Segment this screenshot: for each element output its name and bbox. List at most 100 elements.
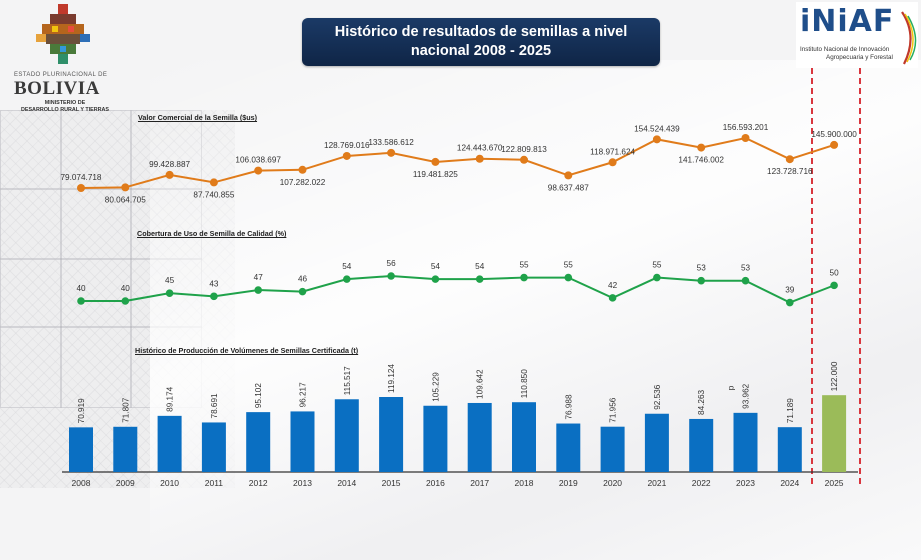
valor-data-label-2010: 99.428.887 [149,160,190,169]
x-tick-label-2017: 2017 [470,478,489,488]
valor-point-2011 [209,178,218,187]
cobertura-point-2020 [608,294,617,302]
valor-data-label-2024: 123.728.716 [767,167,813,176]
bar-data-label-2025: 122.000 [830,361,839,391]
x-tick-label-2010: 2010 [160,478,179,488]
bar-2025 [822,395,847,472]
cobertura-point-2018 [520,273,528,282]
valor-point-2014 [342,151,351,160]
x-tick-label-2008: 2008 [72,478,91,488]
bar-data-label-2009: 71.807 [121,397,130,422]
valor-data-label-2023: 156.593.201 [723,123,769,132]
valor-point-2023 [741,134,750,142]
bar-data-label-2020: 71.956 [609,397,618,422]
cobertura-data-label-2024: 39 [785,286,795,295]
cobertura-data-label-2017: 54 [475,262,485,271]
valor-data-label-2008: 79.074.718 [61,173,102,182]
cobertura-point-2015 [387,272,395,280]
cobertura-point-2010 [165,289,174,297]
cobertura-data-label-2014: 54 [342,262,352,271]
valor-data-label-2020: 118.971.624 [590,147,635,156]
cobertura-data-label-2022: 53 [697,264,707,273]
x-tick-label-2021: 2021 [647,478,666,488]
cobertura-data-label-2025: 50 [830,268,840,277]
valor-data-label-2019: 98.637.487 [548,183,589,192]
cobertura-series-line [81,274,835,304]
valor-point-2015 [387,148,396,157]
bar-2022 [689,418,714,472]
background-swoosh [150,60,921,560]
cobertura-point-2012 [254,286,262,294]
cobertura-point-2023 [741,276,750,285]
valor-point-2018 [520,155,528,164]
bolivia-emblem-icon [36,4,90,64]
bar-data-label-2008: 70.919 [77,398,86,423]
cobertura-point-2025 [830,281,838,290]
x-tick-label-2011: 2011 [205,478,224,488]
cobertura-point-2014 [343,275,351,283]
bar-2019 [556,423,581,472]
cobertura-point-2017 [475,275,484,283]
valor-data-label-2012: 106.038.697 [235,156,281,165]
x-tick-label-2024: 2024 [780,478,799,488]
bolivia-name: BOLIVIA [14,78,100,99]
bar-data-label-2014: 115.517 [343,366,352,395]
x-tick-label-2016: 2016 [426,478,445,488]
bar-2018 [512,402,536,472]
cobertura-data-label-2011: 43 [209,279,219,288]
cobertura-data-label-2018: 55 [519,261,529,270]
valor-data-label-2025: 145.900.000 [811,130,857,139]
bar-data-label-2018: 110.850 [520,369,529,398]
bar-data-label-2011: 78.691 [210,393,219,418]
ministry-line1: MINISTERIO DE [44,100,86,106]
cobertura-data-label-2016: 54 [431,262,441,271]
cobertura-point-2022 [697,276,705,285]
iniaf-subtitle-1: Instituto Nacional de Innovación [800,46,890,53]
cobertura-data-label-2010: 45 [165,276,175,285]
valor-data-label-2009: 80.064.705 [105,195,146,204]
cobertura-point-2019 [564,273,573,282]
bar-2014 [334,399,359,472]
cobertura-point-2021 [653,273,661,282]
cobertura-data-label-2023: 53 [741,264,751,273]
valor-data-label-2022: 141.746.002 [678,156,724,165]
valor-data-label-2014: 128.769.016 [324,141,370,150]
cobertura-data-label-2015: 56 [387,259,397,268]
ministry-line2: DESARROLLO RURAL Y TIERRAS [20,106,110,113]
cobertura-point-2011 [210,292,218,301]
valor-data-label-2017: 124.443.670 [457,144,503,153]
bar-2017 [467,402,492,472]
bar-annotation-2023: p [727,385,736,390]
x-tick-label-2013: 2013 [293,478,312,488]
valor-point-2008 [77,184,85,192]
valor-point-2020 [608,158,617,167]
charts-canvas: 79.074.718 80.064.705 99.428.887 87.740.855… [61,68,861,488]
cobertura-data-label-2019: 55 [564,261,574,270]
title-line2: nacional 2008 - 2025 [410,43,552,59]
valor-data-label-2011: 87.740.855 [193,190,234,199]
bar-data-label-2012: 95.102 [254,383,263,408]
valor-point-2024 [785,155,794,164]
iniaf-subtitle-2: Agropecuaria y Forestal [826,54,893,61]
cobertura-data-label-2012: 47 [254,273,264,282]
bar-data-label-2010: 89.174 [166,386,175,411]
x-tick-label-2014: 2014 [337,478,356,488]
cobertura-data-label-2009: 40 [121,284,131,293]
x-tick-label-2009: 2009 [116,478,135,488]
bar-2021 [644,413,669,472]
bolivia-logo: ESTADO PLURINACIONAL DE BOLIVIA MINISTER… [4,2,126,118]
x-tick-label-2022: 2022 [692,478,711,488]
bar-data-label-2023: 93.962 [742,383,751,408]
valor-point-2016 [431,157,440,166]
valor-point-2010 [165,170,174,179]
bar-2016 [423,405,448,472]
bar-2020 [600,426,625,472]
valor-data-label-2016: 119.481.825 [413,170,458,179]
iniaf-logo: iNiAF Instituto Nacional de Innovación A… [796,2,918,68]
chart-title-valor: Valor Comercial de la Semilla ($us) [138,113,258,122]
valor-point-2025 [830,140,839,149]
bar-2024 [777,427,802,472]
cobertura-chart: 40 40 45 43 47 46 54 56 54 54 55 55 42 55 53 53 39 50 [76,259,840,307]
bar-data-label-2019: 76.988 [564,394,573,419]
chart-title-cobertura: Cobertura de Uso de Semilla de Calidad (… [137,229,287,238]
